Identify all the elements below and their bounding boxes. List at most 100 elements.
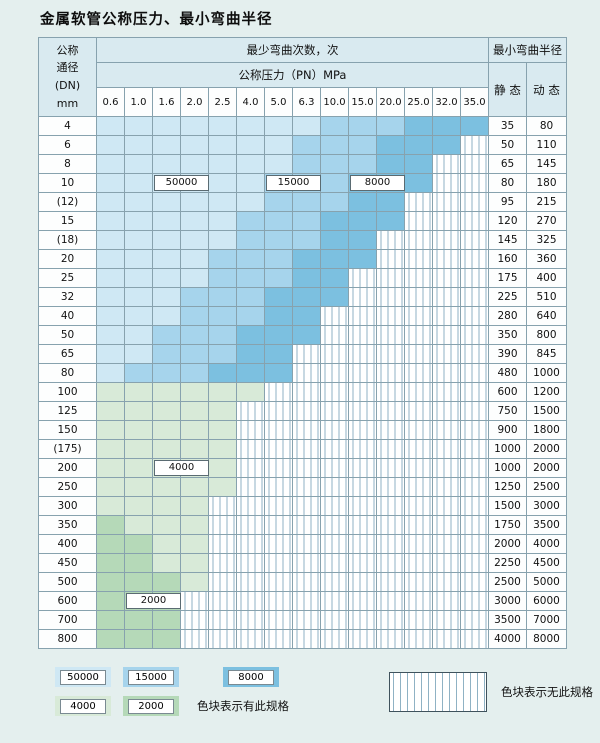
cell-spec-2000 xyxy=(96,515,125,535)
cell-no-spec xyxy=(404,401,433,421)
dynamic-radius-cell: 640 xyxy=(526,306,567,326)
dn-cell: 600 xyxy=(38,591,97,611)
pressure-col-35.0: 35.0 xyxy=(460,87,489,117)
legend-item-label-8000: 8000 xyxy=(228,669,274,685)
static-radius-cell: 900 xyxy=(488,420,527,440)
cell-no-spec xyxy=(404,610,433,630)
cell-no-spec xyxy=(236,515,265,535)
legend-item-4000: 4000 xyxy=(55,696,111,716)
cell-no-spec xyxy=(264,420,293,440)
cell-no-spec xyxy=(432,477,461,497)
cell-spec-4000 xyxy=(208,420,237,440)
cell-no-spec xyxy=(320,534,349,554)
cell-no-spec xyxy=(460,477,489,497)
cell-spec-50000 xyxy=(96,306,125,326)
table-row-dn-125: 125 750 1500 xyxy=(38,401,567,421)
cell-no-spec xyxy=(404,496,433,516)
cell-no-spec xyxy=(432,344,461,364)
pressure-col-6.3: 6.3 xyxy=(292,87,321,117)
cell-spec-2000: 2000 xyxy=(124,591,181,611)
cell-no-spec xyxy=(292,363,321,383)
cell-spec-15000 xyxy=(264,249,293,269)
pressure-col-1.6: 1.6 xyxy=(152,87,181,117)
cell-no-spec xyxy=(460,591,489,611)
cell-no-spec xyxy=(348,515,377,535)
cell-spec-15000 xyxy=(292,230,321,250)
cell-no-spec xyxy=(236,553,265,573)
dn-cell: 25 xyxy=(38,268,97,288)
table-row-dn-500: 500 2500 5000 xyxy=(38,572,567,592)
cell-spec-4000 xyxy=(208,401,237,421)
cell-spec-50000 xyxy=(124,116,153,136)
cell-spec-4000 xyxy=(152,382,181,402)
cell-no-spec xyxy=(460,610,489,630)
cell-spec-50000 xyxy=(152,116,181,136)
cell-no-spec xyxy=(404,439,433,459)
cell-spec-8000 xyxy=(320,211,349,231)
cell-spec-4000 xyxy=(180,420,209,440)
cell-no-spec xyxy=(404,572,433,592)
cell-no-spec xyxy=(376,496,405,516)
cell-spec-50000 xyxy=(96,192,125,212)
cell-spec-4000 xyxy=(208,439,237,459)
cell-no-spec xyxy=(404,268,433,288)
cell-spec-4000 xyxy=(124,382,153,402)
cell-no-spec xyxy=(460,515,489,535)
legend-hatch-swatch xyxy=(389,671,487,712)
cell-spec-8000 xyxy=(348,211,377,231)
cell-spec-8000 xyxy=(236,363,265,383)
cell-spec-15000 xyxy=(236,268,265,288)
table-row-dn-15: 15 120 270 xyxy=(38,211,567,231)
cell-spec-15000 xyxy=(320,154,349,174)
cell-spec-8000 xyxy=(236,325,265,345)
cell-spec-4000 xyxy=(152,420,181,440)
table-row-dn-18: (18) 145 325 xyxy=(38,230,567,250)
cell-spec-2000 xyxy=(96,572,125,592)
cell-spec-15000 xyxy=(292,192,321,212)
cell-spec-8000 xyxy=(208,363,237,383)
cell-spec-4000 xyxy=(124,458,153,478)
cell-spec-8000 xyxy=(236,344,265,364)
dynamic-header: 动 态 xyxy=(526,62,567,117)
cell-no-spec xyxy=(292,439,321,459)
cell-no-spec xyxy=(180,629,209,649)
static-radius-cell: 3000 xyxy=(488,591,527,611)
cell-spec-15000 xyxy=(208,287,237,307)
cell-no-spec xyxy=(236,534,265,554)
dn-cell: 250 xyxy=(38,477,97,497)
cell-spec-50000 xyxy=(208,192,237,212)
cell-no-spec xyxy=(404,192,433,212)
dn-cell: 700 xyxy=(38,610,97,630)
cell-spec-15000 xyxy=(236,211,265,231)
dn-cell: 32 xyxy=(38,287,97,307)
cell-no-spec xyxy=(460,192,489,212)
cell-no-spec xyxy=(432,515,461,535)
cell-no-spec xyxy=(376,553,405,573)
cell-no-spec xyxy=(320,477,349,497)
cell-no-spec xyxy=(236,401,265,421)
cell-no-spec xyxy=(348,401,377,421)
cell-spec-8000 xyxy=(376,135,405,155)
cell-spec-50000: 50000 xyxy=(152,173,209,193)
cell-spec-50000 xyxy=(152,268,181,288)
cell-no-spec xyxy=(460,382,489,402)
cell-spec-50000 xyxy=(96,135,125,155)
cell-spec-2000 xyxy=(124,534,153,554)
cell-spec-15000 xyxy=(320,116,349,136)
cell-no-spec xyxy=(320,591,349,611)
cell-no-spec xyxy=(208,591,237,611)
cell-no-spec xyxy=(460,534,489,554)
dn-cell: 350 xyxy=(38,515,97,535)
cell-spec-8000 xyxy=(292,306,321,326)
static-radius-cell: 3500 xyxy=(488,610,527,630)
cell-spec-4000 xyxy=(180,496,209,516)
cell-spec-50000 xyxy=(96,154,125,174)
cell-spec-50000 xyxy=(292,116,321,136)
cell-no-spec xyxy=(264,610,293,630)
cell-no-spec xyxy=(320,496,349,516)
cell-no-spec xyxy=(460,135,489,155)
cell-spec-4000: 4000 xyxy=(152,458,209,478)
static-radius-cell: 50 xyxy=(488,135,527,155)
cell-spec-4000 xyxy=(180,477,209,497)
cell-spec-50000 xyxy=(152,249,181,269)
